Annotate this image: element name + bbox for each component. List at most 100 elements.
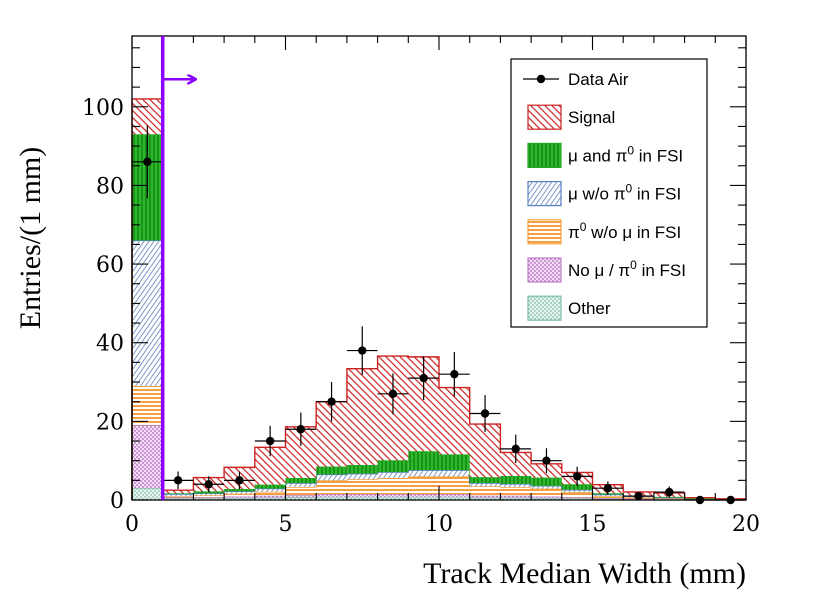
bar-segment bbox=[224, 493, 255, 497]
bar-segment bbox=[592, 494, 624, 497]
bar-segment bbox=[316, 474, 347, 481]
data-point bbox=[469, 395, 501, 432]
y-tick-label: 0 bbox=[110, 489, 124, 514]
bar-segment bbox=[439, 470, 470, 477]
data-marker bbox=[143, 157, 152, 167]
legend-swatch bbox=[527, 219, 562, 245]
bar-segment bbox=[254, 495, 286, 498]
x-tick-label: 15 bbox=[579, 512, 607, 537]
bar-segment bbox=[439, 494, 470, 497]
y-tick-label: 60 bbox=[96, 253, 124, 278]
bar-segment bbox=[193, 493, 225, 496]
data-marker bbox=[572, 472, 582, 481]
bar-segment bbox=[469, 477, 501, 484]
bar-segment bbox=[531, 496, 562, 499]
data-point bbox=[500, 434, 532, 464]
bar-segment bbox=[254, 484, 286, 489]
bar-segment bbox=[439, 387, 470, 455]
data-marker bbox=[235, 476, 244, 485]
data-marker bbox=[511, 444, 520, 454]
bar-segment bbox=[316, 480, 347, 495]
legend-entry: Data Air bbox=[523, 70, 629, 89]
legend-swatch bbox=[527, 295, 562, 321]
bar-segment bbox=[439, 454, 470, 471]
bar-segment bbox=[408, 476, 439, 495]
legend-label: Signal bbox=[568, 108, 615, 127]
bar-segment bbox=[285, 494, 317, 498]
bar-segment bbox=[254, 497, 286, 500]
bar-segment bbox=[254, 491, 286, 496]
bar-segment bbox=[162, 490, 194, 494]
bar-segment bbox=[500, 483, 532, 488]
axes: 0 5 10 15 20 0 20 40 60 80 100 bbox=[82, 35, 760, 537]
legend-entry: μ w/o π0 in FSI bbox=[527, 181, 681, 207]
y-axis-title: Entries/(1 mm) bbox=[14, 147, 47, 329]
data-marker bbox=[480, 409, 490, 418]
bar-segment bbox=[193, 495, 225, 498]
bar-segment bbox=[377, 494, 409, 497]
bar-segment bbox=[592, 496, 624, 499]
data-marker bbox=[358, 346, 367, 355]
bar-segment bbox=[531, 477, 562, 486]
bar-segment bbox=[500, 476, 532, 484]
bar-segment bbox=[224, 496, 255, 499]
bar-segment bbox=[132, 488, 163, 500]
cut-marker bbox=[160, 36, 195, 500]
data-point bbox=[193, 476, 225, 493]
bar-segment bbox=[346, 494, 378, 497]
x-tick-label: 0 bbox=[125, 512, 139, 537]
data-marker bbox=[388, 389, 398, 399]
data-point bbox=[162, 471, 194, 490]
legend-label: No μ / π0 in FSI bbox=[568, 258, 686, 280]
data-marker bbox=[542, 456, 551, 465]
y-tick-label: 40 bbox=[96, 332, 124, 357]
data-point bbox=[408, 356, 439, 400]
data-marker bbox=[204, 480, 213, 489]
y-tick-label: 100 bbox=[82, 96, 124, 121]
bar-segment bbox=[531, 498, 562, 500]
bar-segment bbox=[469, 497, 501, 500]
data-point bbox=[285, 412, 317, 446]
bar-segment bbox=[469, 495, 501, 498]
bar-segment bbox=[132, 425, 163, 489]
bar-segment bbox=[500, 487, 532, 496]
bar-segment bbox=[285, 483, 317, 488]
bar-segment bbox=[408, 494, 439, 497]
bar-segment bbox=[439, 496, 470, 500]
bar-segment bbox=[285, 487, 317, 495]
bar-segment bbox=[531, 488, 562, 497]
bar-segment bbox=[346, 479, 378, 495]
bar-segment bbox=[377, 460, 409, 473]
legend-entry: μ and π0 in FSI bbox=[527, 142, 683, 168]
data-point bbox=[224, 471, 255, 490]
data-marker bbox=[603, 484, 613, 493]
bar-segment bbox=[377, 496, 409, 500]
x-tick-label: 5 bbox=[279, 512, 293, 537]
bar-segment bbox=[254, 488, 286, 492]
bar-segment bbox=[408, 496, 439, 500]
legend-swatch bbox=[527, 181, 562, 207]
legend-swatch bbox=[527, 142, 562, 168]
data-point bbox=[531, 448, 562, 474]
bar-segment bbox=[469, 424, 501, 478]
bar-segment bbox=[500, 495, 532, 498]
x-tick-label: 10 bbox=[425, 512, 453, 537]
legend-label: Other bbox=[568, 299, 611, 318]
bar-segment bbox=[162, 494, 194, 497]
bar-segment bbox=[439, 476, 470, 495]
data-point bbox=[561, 466, 593, 487]
bar-segment bbox=[408, 451, 439, 471]
bar-segment bbox=[193, 491, 225, 494]
legend-entry: Signal bbox=[527, 104, 615, 130]
data-marker bbox=[450, 369, 459, 379]
bar-segment bbox=[500, 452, 532, 477]
data-point bbox=[132, 125, 163, 199]
data-point bbox=[254, 425, 286, 457]
bar-segment bbox=[561, 498, 593, 500]
bar-segment bbox=[132, 385, 163, 426]
legend-entry: No μ / π0 in FSI bbox=[527, 257, 686, 283]
data-point bbox=[592, 481, 624, 496]
bar-segment bbox=[224, 498, 255, 500]
bar-segment bbox=[561, 484, 593, 490]
